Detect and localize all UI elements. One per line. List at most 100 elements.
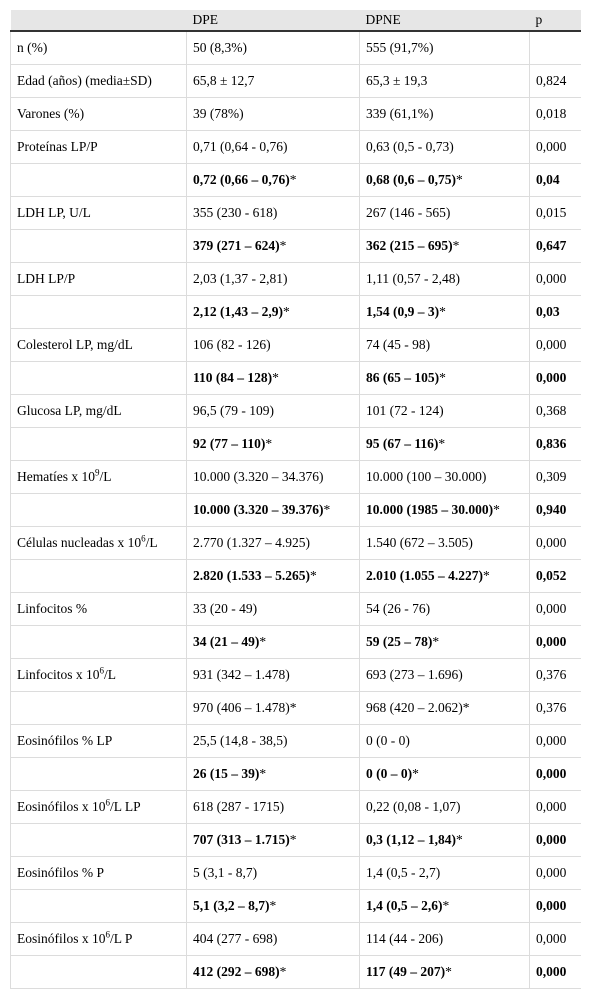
- adjusted-marker: *: [323, 502, 331, 517]
- dpne-value-cell: 1.540 (672 – 3.505): [359, 526, 530, 560]
- adjusted-marker: *: [432, 634, 440, 649]
- table-row: n (%) 50 (8,3%) 555 (91,7%): [10, 31, 581, 65]
- dpne-value: 74 (45 - 98): [366, 337, 431, 352]
- row-label: [10, 427, 187, 461]
- p-value: 0,000: [529, 955, 581, 989]
- dpne-value: 1,4 (0,5 – 2,6): [366, 898, 443, 913]
- dpne-value: 0 (0 – 0): [366, 766, 413, 781]
- p-value: 0,000: [529, 262, 581, 296]
- table-row: Glucosa LP, mg/dL 96,5 (79 - 109) 101 (72 …: [10, 394, 581, 428]
- p-value: 0,836: [529, 427, 581, 461]
- table-row: 34 (21 – 49)* 59 (25 – 78)* 0,000: [10, 625, 581, 659]
- dpe-value-cell: 96,5 (79 - 109): [186, 394, 360, 428]
- row-label-unit: /L: [99, 469, 112, 484]
- dpne-value-cell: 101 (72 - 124): [359, 394, 530, 428]
- row-label: [10, 163, 187, 197]
- p-value: [529, 31, 581, 65]
- row-label: Hematíes x 109/L: [10, 460, 187, 494]
- dpne-value-cell: 2.010 (1.055 – 4.227)*: [359, 559, 530, 593]
- dpe-value: 10.000 (3.320 – 39.376): [193, 502, 324, 517]
- row-label: Linfocitos x 106/L: [10, 658, 187, 692]
- table-body: n (%) 50 (8,3%) 555 (91,7%) Edad (años) (me…: [10, 31, 581, 989]
- row-label: n (%): [10, 31, 187, 65]
- dpne-value: 54 (26 - 76): [366, 601, 431, 616]
- row-label-text: LDH LP, U/L: [17, 205, 91, 220]
- dpe-value: 2.770 (1.327 – 4.925): [193, 535, 310, 550]
- dpne-value: 555 (91,7%): [366, 40, 434, 55]
- table-row: Eosinófilos % P 5 (3,1 - 8,7) 1,4 (0,5 - 2…: [10, 856, 581, 890]
- adjusted-marker: *: [483, 568, 490, 583]
- adjusted-marker: *: [445, 964, 452, 979]
- dpe-value-cell: 404 (277 - 698): [186, 922, 360, 956]
- adjusted-marker: *: [289, 700, 297, 715]
- table-row: 110 (84 – 128)* 86 (65 – 105)* 0,000: [10, 361, 581, 395]
- dpe-value: 25,5 (14,8 - 38,5): [193, 733, 288, 748]
- table-row: 2,12 (1,43 – 2,9)* 1,54 (0,9 – 3)* 0,03: [10, 295, 581, 329]
- row-label: [10, 757, 187, 791]
- row-label: Linfocitos %: [10, 592, 187, 626]
- row-label-unit: /L: [145, 535, 158, 550]
- table-row: 5,1 (3,2 – 8,7)* 1,4 (0,5 – 2,6)* 0,000: [10, 889, 581, 923]
- row-label: LDH LP/P: [10, 262, 187, 296]
- row-label: [10, 625, 187, 659]
- dpe-value: 931 (342 – 1.478): [193, 667, 290, 682]
- dpe-value-cell: 2.820 (1.533 – 5.265)*: [186, 559, 360, 593]
- dpe-value: 0,72 (0,66 – 0,76): [193, 172, 290, 187]
- adjusted-marker: *: [310, 568, 317, 583]
- dpe-value-cell: 26 (15 – 39)*: [186, 757, 360, 791]
- adjusted-marker: *: [456, 832, 463, 847]
- p-value: 0,000: [529, 592, 581, 626]
- comparison-table: DPE DPNE p n (%) 50 (8,3%) 555 (91,7%) Edad…: [10, 10, 581, 989]
- p-value: 0,000: [529, 130, 581, 164]
- row-label: Varones (%): [10, 97, 187, 131]
- row-label: [10, 229, 187, 263]
- dpe-value: 96,5 (79 - 109): [193, 403, 274, 418]
- dpne-value-cell: 267 (146 - 565): [359, 196, 530, 230]
- adjusted-marker: *: [283, 304, 290, 319]
- row-label-text: n (%): [17, 40, 48, 55]
- row-label-exponent: 6: [105, 929, 111, 940]
- adjusted-marker: *: [269, 898, 277, 913]
- dpe-value: 379 (271 – 624): [193, 238, 280, 253]
- header-dpne: DPNE: [359, 10, 530, 32]
- dpe-value-cell: 5 (3,1 - 8,7): [186, 856, 360, 890]
- dpe-value-cell: 379 (271 – 624)*: [186, 229, 360, 263]
- dpe-value: 618 (287 - 1715): [193, 799, 285, 814]
- dpne-value: 10.000 (100 – 30.000): [366, 469, 487, 484]
- dpe-value-cell: 65,8 ± 12,7: [186, 64, 360, 98]
- dpe-value-cell: 10.000 (3.320 – 39.376)*: [186, 493, 360, 527]
- p-value: 0,368: [529, 394, 581, 428]
- dpne-value-cell: 114 (44 - 206): [359, 922, 530, 956]
- dpne-value: 0,63 (0,5 - 0,73): [366, 139, 454, 154]
- row-label: [10, 823, 187, 857]
- p-value: 0,04: [529, 163, 581, 197]
- adjusted-marker: *: [412, 766, 419, 781]
- dpne-value-cell: 555 (91,7%): [359, 31, 530, 65]
- row-label: [10, 691, 187, 725]
- row-label-text: Eosinófilos x 10: [17, 931, 106, 946]
- dpne-value-cell: 10.000 (100 – 30.000): [359, 460, 530, 494]
- dpe-value-cell: 2,03 (1,37 - 2,81): [186, 262, 360, 296]
- adjusted-marker: *: [289, 172, 297, 187]
- table-row: Edad (años) (media±SD) 65,8 ± 12,7 65,3 ± …: [10, 64, 581, 98]
- dpe-value: 39 (78%): [193, 106, 244, 121]
- dpne-value: 0 (0 - 0): [366, 733, 410, 748]
- row-label: [10, 295, 187, 329]
- dpne-value-cell: 1,54 (0,9 – 3)*: [359, 295, 530, 329]
- dpe-value: 404 (277 - 698): [193, 931, 278, 946]
- dpne-value-cell: 10.000 (1985 – 30.000)*: [359, 493, 530, 527]
- row-label: [10, 493, 187, 527]
- dpne-value: 0,22 (0,08 - 1,07): [366, 799, 461, 814]
- dpe-value: 0,71 (0,64 - 0,76): [193, 139, 288, 154]
- table-row: 379 (271 – 624)* 362 (215 – 695)* 0,647: [10, 229, 581, 263]
- row-label-text: Linfocitos %: [17, 601, 88, 616]
- p-value: 0,000: [529, 757, 581, 791]
- p-value: 0,000: [529, 823, 581, 857]
- table-row: Linfocitos % 33 (20 - 49) 54 (26 - 76) 0,00…: [10, 592, 581, 626]
- p-value: 0,000: [529, 889, 581, 923]
- dpne-value: 10.000 (1985 – 30.000): [366, 502, 494, 517]
- dpne-value: 339 (61,1%): [366, 106, 434, 121]
- dpe-value-cell: 970 (406 – 1.478)*: [186, 691, 360, 725]
- row-label-text: Linfocitos x 10: [17, 667, 100, 682]
- dpe-value-cell: 34 (21 – 49)*: [186, 625, 360, 659]
